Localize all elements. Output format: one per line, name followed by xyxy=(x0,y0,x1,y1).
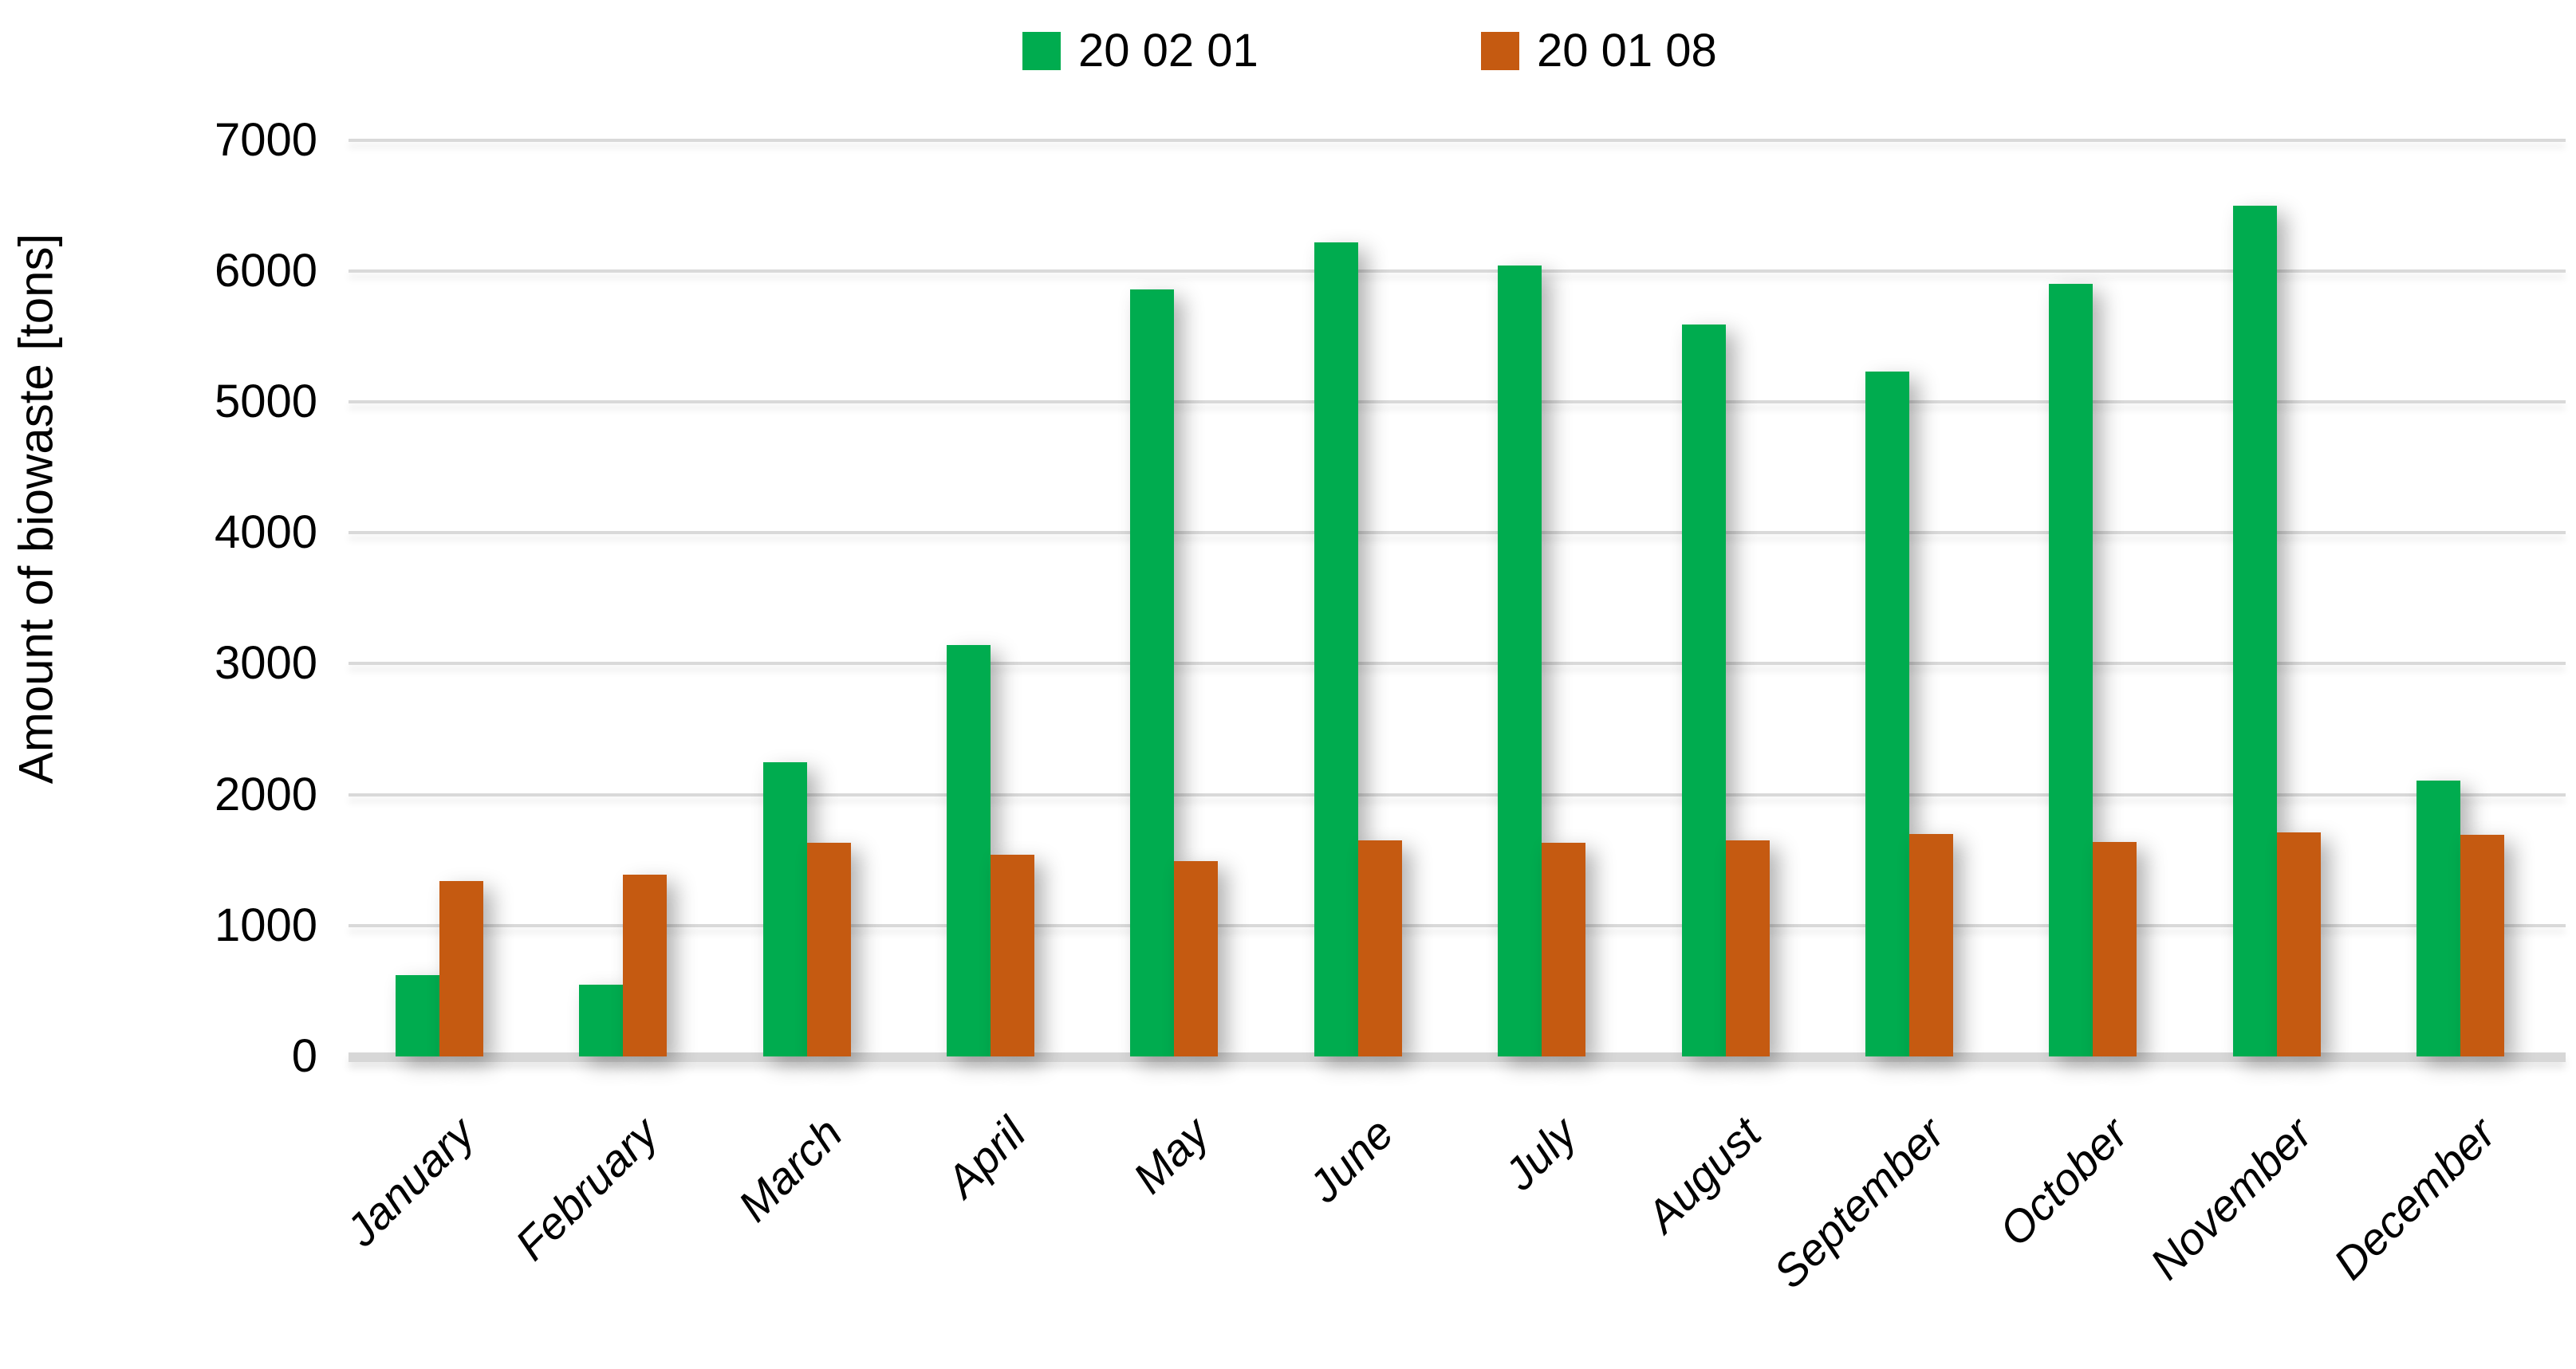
x-axis-line xyxy=(349,1052,2566,1062)
y-tick-label-6000: 6000 xyxy=(214,244,317,297)
y-tick-label-1000: 1000 xyxy=(214,899,317,951)
bar-october-20-01-08 xyxy=(2093,841,2137,1056)
bar-december-20-01-08 xyxy=(2460,835,2504,1056)
bar-may-20-02-01 xyxy=(1130,289,1175,1056)
bar-february-20-01-08 xyxy=(623,874,668,1056)
gridline-5000 xyxy=(349,399,2566,403)
bar-june-20-01-08 xyxy=(1357,840,1402,1056)
bar-august-20-01-08 xyxy=(1725,840,1770,1056)
x-axis-label-february: February xyxy=(506,1107,668,1270)
legend-swatch-20-01-08 xyxy=(1481,32,1519,70)
x-axis-label-december: December xyxy=(2323,1107,2505,1289)
legend-item-20-01-08: 20 01 08 xyxy=(1481,22,1717,80)
bar-march-20-02-01 xyxy=(762,761,807,1056)
y-tick-label-3000: 3000 xyxy=(214,637,317,690)
x-axis-label-november: November xyxy=(2140,1107,2322,1289)
y-tick-label-2000: 2000 xyxy=(214,768,317,820)
bar-july-20-01-08 xyxy=(1542,843,1586,1056)
y-tick-label-7000: 7000 xyxy=(214,113,317,166)
gridline-1000 xyxy=(349,923,2566,927)
gridline-3000 xyxy=(349,662,2566,666)
bar-september-20-02-01 xyxy=(1865,372,1909,1056)
y-axis-title: Amount of biowaste [tons] xyxy=(9,233,63,785)
legend-swatch-20-02-01 xyxy=(1022,32,1061,70)
bar-june-20-02-01 xyxy=(1314,242,1358,1056)
y-tick-label-0: 0 xyxy=(291,1030,317,1082)
bar-february-20-02-01 xyxy=(579,984,624,1056)
bar-august-20-02-01 xyxy=(1681,325,1726,1056)
legend-label-20-01-08: 20 01 08 xyxy=(1537,25,1717,77)
bar-january-20-01-08 xyxy=(439,880,483,1056)
bar-october-20-02-01 xyxy=(2049,284,2093,1056)
bar-september-20-01-08 xyxy=(1908,833,1953,1056)
bar-november-20-02-01 xyxy=(2232,205,2277,1056)
bar-may-20-01-08 xyxy=(1174,861,1219,1056)
x-axis-label-march: March xyxy=(727,1107,852,1231)
x-axis-label-july: July xyxy=(1495,1107,1586,1200)
x-axis-label-january: January xyxy=(336,1107,484,1256)
x-axis-label-april: April xyxy=(936,1107,1035,1207)
x-axis-label-may: May xyxy=(1123,1107,1219,1203)
bar-april-20-02-01 xyxy=(947,645,991,1056)
x-axis-label-september: September xyxy=(1763,1107,1954,1298)
gridline-2000 xyxy=(349,793,2566,797)
bar-december-20-02-01 xyxy=(2416,780,2460,1056)
bar-january-20-02-01 xyxy=(396,975,439,1056)
y-tick-label-4000: 4000 xyxy=(214,506,317,559)
bar-november-20-01-08 xyxy=(2276,832,2321,1056)
gridline-7000 xyxy=(349,138,2566,142)
x-axis-label-august: August xyxy=(1636,1107,1771,1242)
bar-july-20-02-01 xyxy=(1498,266,1542,1056)
legend-item-20-02-01: 20 02 01 xyxy=(1022,22,1258,80)
bar-march-20-01-08 xyxy=(806,843,851,1056)
gridline-6000 xyxy=(349,269,2566,273)
gridline-4000 xyxy=(349,531,2566,535)
bar-april-20-01-08 xyxy=(991,855,1035,1056)
x-axis-label-june: June xyxy=(1298,1107,1403,1212)
x-axis-label-october: October xyxy=(1989,1107,2138,1256)
y-tick-label-5000: 5000 xyxy=(214,375,317,427)
legend-label-20-02-01: 20 02 01 xyxy=(1078,25,1258,77)
